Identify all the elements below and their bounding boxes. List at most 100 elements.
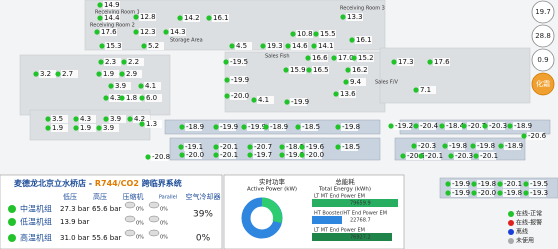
status-dot [133, 29, 138, 34]
sensor-value: 1.9 [52, 124, 63, 132]
sensor-value: -20.1 [220, 143, 238, 151]
sensor-value: 14.6 [292, 42, 308, 50]
sensor-value: -19.8 [342, 123, 360, 131]
sensor-value: -19.2 [395, 122, 413, 130]
sensor-value: -20.1 [425, 152, 443, 160]
row-cell: 高温机组 [20, 233, 52, 243]
status-dot [223, 59, 228, 64]
legend-label: 在线-正常 [516, 210, 542, 218]
status-dot [241, 124, 246, 129]
sensor-value: 14.1 [318, 42, 334, 50]
sensor-value: 17.3 [398, 58, 414, 66]
status-dot [299, 144, 304, 149]
status-dot [94, 29, 99, 34]
sensor-value: 4.1 [258, 96, 269, 104]
status-dot [306, 67, 311, 72]
sensor-value: 2.3 [105, 58, 116, 66]
column-header: 空气冷却器 [186, 192, 221, 201]
legend-dot [508, 211, 514, 217]
row-cell: 13.9 bar [60, 218, 90, 226]
status-dot [507, 123, 512, 128]
sensor-value: -20.0 [186, 151, 204, 159]
status-dot [139, 95, 144, 100]
sensor-value: -18.9 [514, 122, 532, 130]
column-header: 高压 [93, 192, 107, 201]
status-dot [473, 153, 478, 158]
sensor-value: -20.8 [152, 153, 170, 161]
status-dot [8, 218, 16, 226]
status-dot [97, 15, 102, 20]
row-cell: 31.0 bar [60, 234, 90, 242]
sensor-value: 6.0 [146, 94, 157, 102]
sensor-value: 15.3 [106, 42, 122, 50]
sensor-value: -20.4 [420, 122, 439, 130]
sensor-value: -20.3 [455, 152, 473, 160]
screen: Receiving Room 1Receiving Room 2Receivin… [0, 0, 558, 249]
sensor-value: -19.9 [220, 123, 238, 131]
status-dot [141, 43, 146, 48]
status-dot [247, 152, 252, 157]
sensor-value: -18.5 [302, 123, 320, 131]
sensor-value: -18.9 [505, 142, 523, 150]
status-dot [108, 83, 113, 88]
status-dot [163, 29, 168, 34]
status-dot [471, 181, 476, 186]
sensor-value: 15.2 [358, 54, 374, 62]
sensor-value: 14.4 [104, 14, 120, 22]
status-dot [8, 234, 16, 242]
legend-dot [508, 229, 514, 235]
status-dot [331, 55, 336, 60]
status-dot [279, 144, 284, 149]
bar-value: 22768.7 [350, 218, 371, 224]
status-dot [99, 43, 104, 48]
compressor-label: 0% [160, 221, 168, 227]
air-cooler-value: 0% [196, 234, 211, 244]
compressor [125, 230, 135, 236]
sensor-value: 4.2 [134, 115, 145, 123]
status-dot [251, 97, 256, 102]
status-dot [448, 153, 453, 158]
legend-label: 离线 [516, 228, 528, 236]
status-dot [283, 67, 288, 72]
status-dot [343, 79, 348, 84]
row-cell: 中温机组 [20, 204, 52, 214]
sensor-value: -20.0 [478, 189, 496, 197]
sensor-value: 16.1 [213, 14, 229, 22]
compressor-label: 0% [160, 235, 168, 241]
status-dot [119, 95, 124, 100]
compressor [149, 202, 159, 208]
status-dot [445, 181, 450, 186]
sensor-value: -20.0 [306, 151, 324, 159]
status-dot [260, 43, 265, 48]
status-dot [523, 181, 528, 186]
bar-value: 79659.9 [350, 201, 371, 207]
status-dot [247, 144, 252, 149]
sensor-value: 3.9 [103, 124, 114, 132]
status-dot [335, 124, 340, 129]
sensor-value: 1.9 [103, 70, 114, 78]
panel-heading: Total Energy (kWh) [318, 187, 371, 193]
sensor-value: 14.3 [170, 28, 186, 36]
status-dot [497, 181, 502, 186]
status-dot [523, 190, 528, 195]
sensor-value: -18.9 [270, 123, 288, 131]
status-dot [313, 31, 318, 36]
status-dot [482, 123, 487, 128]
zone-label: Receiving Room 3 [340, 6, 385, 12]
status-dot [311, 43, 316, 48]
legend-dot [508, 220, 514, 226]
status-dot [418, 153, 423, 158]
status-dot [73, 125, 78, 130]
zone-label: Storage Area [170, 38, 203, 44]
status-dot [127, 116, 132, 121]
sensor-value: -20.3 [489, 122, 507, 130]
status-dot [133, 14, 138, 19]
sensor-value: -20.1 [504, 180, 522, 188]
status-dot [73, 116, 78, 121]
sensor-value: -20.3 [418, 142, 436, 150]
sensor-value: 3.5 [52, 115, 63, 123]
sensor-value: 16.2 [352, 66, 368, 74]
legend-dot [508, 238, 514, 244]
status-dot [521, 133, 526, 138]
panel-heading: 实时功率 [259, 177, 286, 186]
